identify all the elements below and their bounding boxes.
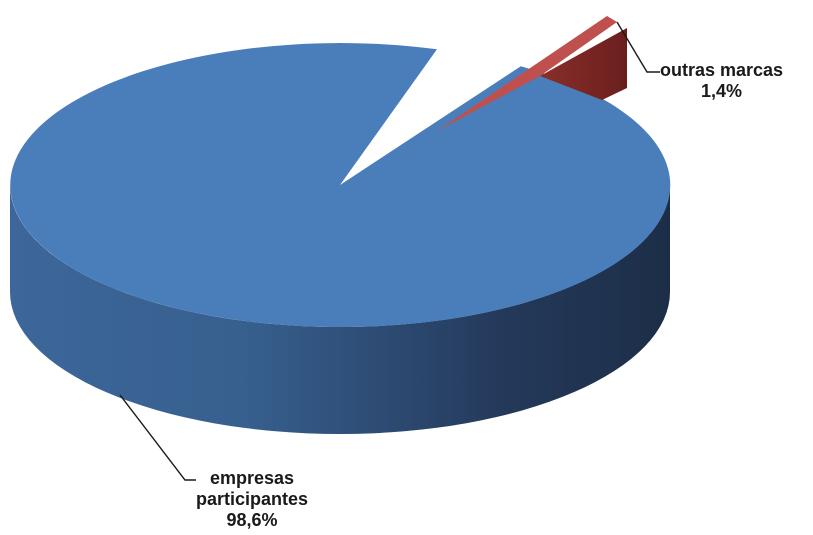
slice-outras-marcas	[437, 16, 617, 131]
label-value-empresas-participantes: 98,6%	[226, 510, 278, 530]
data-label-outras-marcas: outras marcas 1,4%	[660, 60, 783, 102]
label-value-outras-marcas: 1,4%	[701, 81, 743, 101]
label-name-outras-marcas: outras marcas	[660, 60, 784, 80]
data-label-empresas-participantes: empresas participantes 98,6%	[196, 468, 308, 531]
slice-empresas-participantes	[10, 43, 671, 328]
leader-line-outras-marcas	[616, 21, 660, 73]
leader-line-empresas-participantes	[119, 394, 196, 481]
slice-side-empresas-participantes	[10, 185, 670, 434]
slice-side-outras-marcas	[540, 28, 627, 100]
label-name-empresas-line1: empresas	[209, 468, 295, 488]
label-name-empresas-line2: participantes	[196, 489, 309, 509]
